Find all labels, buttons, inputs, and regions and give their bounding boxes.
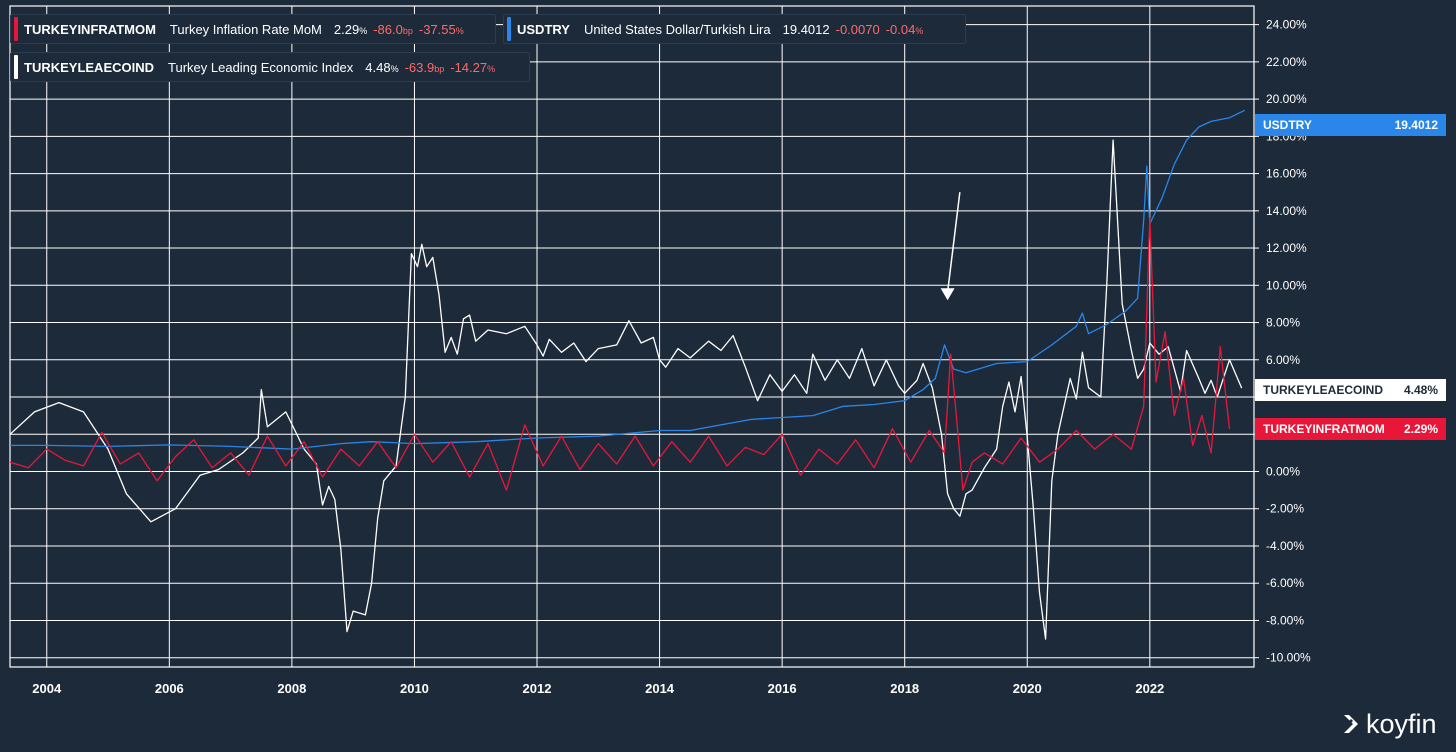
legend-series-name: Turkey Inflation Rate MoM [169, 21, 322, 37]
y-tick-label: 22.00% [1266, 55, 1307, 69]
price-tag-value: 2.29% [1403, 422, 1438, 436]
series-line-turkeyinfratmom [9, 217, 1231, 491]
legend-swatch-usdtry [507, 17, 511, 41]
x-tick-label: 2006 [155, 681, 184, 696]
legend-change: -0.0070 [835, 21, 880, 37]
chart-axes: 2004 2006 2008 2010 2012 2014 2016 2018 2020 2022… [32, 18, 1311, 696]
y-tick-label: 16.00% [1266, 167, 1307, 181]
chart-grid [9, 5, 1255, 668]
y-tick-label: -4.00% [1266, 539, 1304, 553]
x-tick-label: 2022 [1135, 681, 1164, 696]
price-tag-value: 19.4012 [1394, 118, 1438, 132]
y-tick-label: -6.00% [1266, 576, 1304, 590]
legend-change: -63.9bp [404, 59, 445, 75]
legend-value: 4.48% [365, 59, 399, 75]
legend-swatch-leaecoind [14, 55, 18, 79]
legend-ticker: TURKEYINFRATMOM [24, 21, 156, 37]
price-tag-label: TURKEYLEAECOIND [1263, 383, 1384, 397]
y-tick-label: 20.00% [1266, 92, 1307, 106]
x-tick-label: 2018 [890, 681, 919, 696]
y-tick-label: 0.00% [1266, 464, 1300, 478]
x-tick-label: 2020 [1013, 681, 1042, 696]
y-tick-label: -2.00% [1266, 502, 1304, 516]
legend-series-name: United States Dollar/Turkish Lira [583, 21, 771, 37]
price-tag-label: USDTRY [1263, 118, 1312, 132]
legend-value: 2.29% [333, 21, 368, 37]
koyfin-logo-icon [1344, 715, 1358, 733]
legend-change-pct: -14.27% [450, 59, 496, 75]
price-tag-usdtry: USDTRY 19.4012 [1255, 114, 1446, 136]
koyfin-logo: koyfin [1340, 706, 1440, 742]
y-tick-label: -10.00% [1266, 651, 1311, 665]
x-tick-label: 2004 [32, 681, 62, 696]
legend-leaecoind[interactable]: TURKEYLEAECOIND Turkey Leading Economic … [10, 52, 530, 82]
legend-infratmom[interactable]: TURKEYINFRATMOM Turkey Inflation Rate Mo… [10, 14, 496, 44]
x-tick-label: 2010 [400, 681, 429, 696]
price-tag-label: TURKEYINFRATMOM [1263, 422, 1385, 436]
x-tick-label: 2016 [768, 681, 797, 696]
legend-ticker: USDTRY [517, 21, 570, 37]
y-tick-label: 14.00% [1266, 204, 1307, 218]
y-tick-label: 10.00% [1266, 278, 1307, 292]
legend-value: 19.4012 [782, 21, 830, 37]
y-tick-label: 12.00% [1266, 241, 1307, 255]
plot-border [9, 5, 1255, 668]
price-tag-value: 4.48% [1403, 383, 1438, 397]
brand-name: koyfin [1366, 708, 1437, 739]
y-tick-label: 8.00% [1266, 316, 1300, 330]
legend-change-pct: -0.04% [885, 21, 924, 37]
legend-change: -86.0bp [373, 21, 413, 37]
annotation-arrow-shaft [946, 192, 961, 293]
y-tick-label: 24.00% [1266, 18, 1307, 32]
y-tick-label: -8.00% [1266, 613, 1304, 627]
x-tick-label: 2012 [523, 681, 552, 696]
legend-series-name: Turkey Leading Economic Index [168, 59, 354, 75]
legend-ticker: TURKEYLEAECOIND [24, 59, 155, 75]
legend-change-pct: -37.55% [418, 21, 464, 37]
chart-annotations [940, 192, 961, 301]
price-tag-infratmom: TURKEYINFRATMOM 2.29% [1255, 418, 1446, 440]
y-tick-label: 6.00% [1266, 353, 1300, 367]
series-line-turkeyleaecoind [9, 139, 1243, 640]
legend-usdtry[interactable]: USDTRY United States Dollar/Turkish Lira… [503, 14, 966, 44]
legend-swatch-infratmom [14, 17, 18, 41]
annotation-arrow-head [940, 288, 955, 301]
series-line-usdtry [10, 109, 1246, 450]
chart-series-layer [9, 109, 1246, 640]
x-tick-label: 2014 [645, 681, 675, 696]
x-tick-label: 2008 [277, 681, 306, 696]
price-tag-leaecoind: TURKEYLEAECOIND 4.48% [1255, 379, 1446, 401]
